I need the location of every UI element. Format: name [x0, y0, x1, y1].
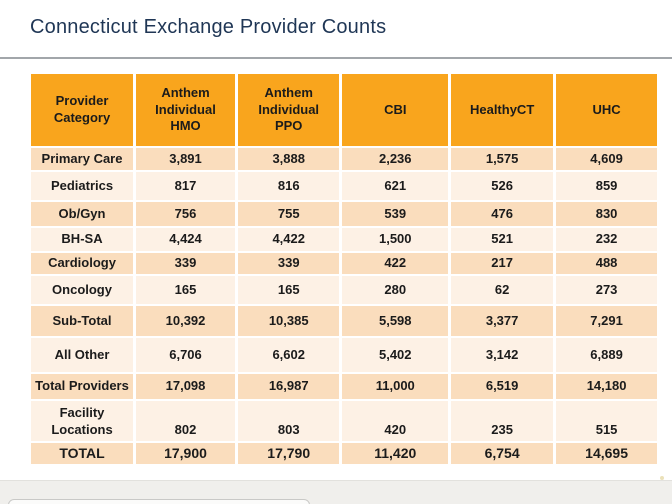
page-title: Connecticut Exchange Provider Counts	[30, 16, 387, 38]
cell-value: 488	[556, 253, 657, 274]
cell-value: 165	[136, 276, 235, 304]
row-category: BH-SA	[31, 228, 134, 251]
row-category: Primary Care	[31, 148, 134, 170]
cell-value: 10,385	[238, 306, 340, 336]
cell-value: 280	[342, 276, 449, 304]
column-header: UHC	[556, 74, 657, 146]
cell-value: 16,987	[238, 374, 340, 399]
cell-value: 14,180	[556, 374, 657, 399]
cell-value: 217	[451, 253, 554, 274]
bottom-panel-edge	[8, 499, 310, 504]
table-row: Facility Locations 802 803 420 235 515	[31, 401, 657, 441]
cell-value: 816	[238, 172, 340, 200]
row-category: Facility Locations	[31, 401, 134, 441]
cell-value: 339	[136, 253, 235, 274]
cell-value: 2,236	[342, 148, 449, 170]
cell-value: 7,291	[556, 306, 657, 336]
column-header: Provider Category	[31, 74, 134, 146]
row-category: Sub-Total	[31, 306, 134, 336]
cell-value: 830	[556, 202, 657, 226]
table-row: Ob/Gyn 756 755 539 476 830	[31, 202, 657, 226]
cell-value: 1,575	[451, 148, 554, 170]
decorative-dot	[660, 476, 664, 480]
cell-value: 4,422	[238, 228, 340, 251]
cell-value: 476	[451, 202, 554, 226]
cell-value: 5,402	[342, 338, 449, 372]
cell-value: 5,598	[342, 306, 449, 336]
cell-value: 803	[238, 401, 340, 441]
column-header: Anthem Individual HMO	[136, 74, 235, 146]
table-row: TOTAL 17,900 17,790 11,420 6,754 14,695	[31, 443, 657, 464]
table-row: Oncology 165 165 280 62 273	[31, 276, 657, 304]
cell-value: 621	[342, 172, 449, 200]
cell-value: 235	[451, 401, 554, 441]
table-row: Sub-Total 10,392 10,385 5,598 3,377 7,291	[31, 306, 657, 336]
row-category: Ob/Gyn	[31, 202, 134, 226]
row-category: Pediatrics	[31, 172, 134, 200]
table-row: BH-SA 4,424 4,422 1,500 521 232	[31, 228, 657, 251]
cell-value: 802	[136, 401, 235, 441]
row-category: Total Providers	[31, 374, 134, 399]
cell-value: 4,609	[556, 148, 657, 170]
cell-value: 6,519	[451, 374, 554, 399]
cell-value: 422	[342, 253, 449, 274]
table-body: Primary Care 3,891 3,888 2,236 1,575 4,609 Ped…	[31, 148, 657, 464]
cell-value: 526	[451, 172, 554, 200]
cell-value: 14,695	[556, 443, 657, 464]
table-row: Cardiology 339 339 422 217 488	[31, 253, 657, 274]
cell-value: 17,098	[136, 374, 235, 399]
cell-value: 817	[136, 172, 235, 200]
cell-value: 420	[342, 401, 449, 441]
cell-value: 10,392	[136, 306, 235, 336]
cell-value: 3,377	[451, 306, 554, 336]
column-header: Anthem Individual PPO	[238, 74, 340, 146]
cell-value: 1,500	[342, 228, 449, 251]
cell-value: 3,142	[451, 338, 554, 372]
cell-value: 232	[556, 228, 657, 251]
table-row: Pediatrics 817 816 621 526 859	[31, 172, 657, 200]
table-row: Primary Care 3,891 3,888 2,236 1,575 4,609	[31, 148, 657, 170]
row-category: TOTAL	[31, 443, 134, 464]
column-header: CBI	[342, 74, 449, 146]
cell-value: 515	[556, 401, 657, 441]
cell-value: 165	[238, 276, 340, 304]
table-row: All Other 6,706 6,602 5,402 3,142 6,889	[31, 338, 657, 372]
header-row: Provider Category Anthem Individual HMO An…	[31, 74, 657, 146]
cell-value: 339	[238, 253, 340, 274]
cell-value: 11,420	[342, 443, 449, 464]
row-category: Cardiology	[31, 253, 134, 274]
cell-value: 6,706	[136, 338, 235, 372]
cell-value: 755	[238, 202, 340, 226]
cell-value: 3,891	[136, 148, 235, 170]
cell-value: 62	[451, 276, 554, 304]
cell-value: 6,754	[451, 443, 554, 464]
column-header: HealthyCT	[451, 74, 554, 146]
table-header: Provider Category Anthem Individual HMO An…	[31, 74, 657, 146]
cell-value: 17,900	[136, 443, 235, 464]
cell-value: 4,424	[136, 228, 235, 251]
row-category: All Other	[31, 338, 134, 372]
row-category: Oncology	[31, 276, 134, 304]
cell-value: 859	[556, 172, 657, 200]
cell-value: 539	[342, 202, 449, 226]
table-row: Total Providers 17,098 16,987 11,000 6,519 14…	[31, 374, 657, 399]
cell-value: 756	[136, 202, 235, 226]
cell-value: 521	[451, 228, 554, 251]
cell-value: 6,602	[238, 338, 340, 372]
cell-value: 273	[556, 276, 657, 304]
cell-value: 11,000	[342, 374, 449, 399]
provider-counts-table: Provider Category Anthem Individual HMO An…	[28, 72, 660, 466]
title-divider	[0, 57, 672, 59]
cell-value: 3,888	[238, 148, 340, 170]
cell-value: 6,889	[556, 338, 657, 372]
cell-value: 17,790	[238, 443, 340, 464]
